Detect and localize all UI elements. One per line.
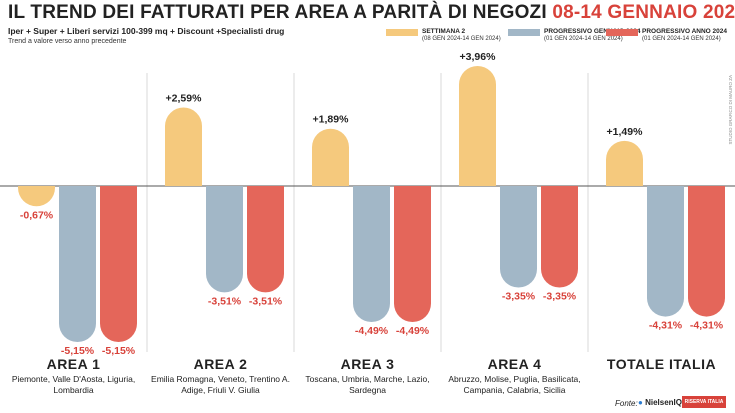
data-label-series3-3: -4,49%	[396, 325, 430, 337]
bar-series3-2	[247, 186, 284, 293]
area-label-1: AREA 1	[46, 356, 101, 372]
legend-label-settimana: SETTIMANA 2	[422, 28, 466, 35]
source-name: NielsenIQ	[645, 398, 682, 407]
data-label-series2-4: -3,35%	[502, 291, 536, 303]
area-regions-3: Toscana, Umbria, Marche, Lazio, Sardegna	[305, 374, 430, 395]
area-regions-4: Abruzzo, Molise, Puglia, Basilicata, Cam…	[448, 374, 581, 395]
data-label-series1-2: +2,59%	[166, 93, 203, 105]
bar-series1-2	[165, 107, 202, 186]
title-date: 08-14 GENNAIO 2024	[552, 2, 735, 23]
source-label: Fonte:	[615, 399, 638, 408]
bar-series1-5	[606, 140, 643, 186]
bar-series2-5	[647, 186, 684, 317]
bar-series2-2	[206, 186, 243, 293]
bar-series3-4	[541, 186, 578, 288]
area-label-4: AREA 4	[487, 356, 542, 372]
legend-swatch-gennaio	[508, 29, 540, 36]
data-label-series1-1: -0,67%	[20, 209, 54, 221]
legend-label-gennaio: PROGRESSIVO GENNAIO 2024	[544, 28, 641, 35]
bar-series3-1	[100, 186, 137, 343]
data-label-series2-2: -3,51%	[208, 295, 242, 307]
legend-sub-settimana: (08 GEN 2024-14 GEN 2024)	[422, 36, 501, 42]
bar-series1-3	[312, 128, 349, 186]
data-label-series2-5: -4,31%	[649, 320, 683, 332]
area-label-totale: TOTALE ITALIA	[606, 356, 717, 372]
legend-sub-anno: (01 GEN 2024-14 GEN 2024)	[642, 36, 721, 42]
bar-series2-3	[353, 186, 390, 323]
chart-title: IL TREND DEI FATTURATI PER AREA A PARITÀ…	[8, 2, 735, 24]
data-label-series3-5: -4,31%	[690, 320, 724, 332]
bar-series2-4	[500, 186, 537, 288]
data-label-series2-3: -4,49%	[355, 325, 389, 337]
data-label-series3-1: -5,15%	[102, 345, 136, 357]
bar-series3-5	[688, 186, 725, 317]
source-logo: ● NielsenIQ	[638, 398, 682, 407]
bar-series3-3	[394, 186, 431, 323]
legend-swatch-anno	[606, 29, 638, 36]
data-label-series2-1: -5,15%	[61, 345, 95, 357]
legend-swatch-settimana	[386, 29, 418, 36]
data-label-series1-4: +3,96%	[460, 51, 497, 63]
area-regions-2: Emilia Romagna, Veneto, Trentino A. Adig…	[151, 374, 290, 395]
chart-subtitle: Iper + Super + Liberi servizi 100-399 mq…	[8, 26, 285, 36]
data-label-series3-2: -3,51%	[249, 295, 283, 307]
data-label-series1-3: +1,89%	[313, 114, 350, 126]
bar-series2-1	[59, 186, 96, 343]
area-label-2: AREA 2	[193, 356, 248, 372]
source-logo-icon: ●	[638, 398, 643, 407]
title-main: IL TREND DEI FATTURATI PER AREA A PARITÀ…	[8, 2, 547, 23]
publisher-badge-text: RISERVA ITALIA	[684, 399, 724, 405]
data-label-series1-5: +1,49%	[607, 126, 644, 138]
bar-series1-4	[459, 66, 496, 186]
publisher-badge: RISERVA ITALIA	[682, 396, 726, 408]
legend-sub-gennaio: (01 GEN 2024-14 GEN 2024)	[544, 36, 623, 42]
area-regions-1: Piemonte, Valle D'Aosta, Liguria, Lombar…	[11, 374, 136, 395]
legend-label-anno: PROGRESSIVO ANNO 2024	[642, 28, 728, 35]
data-label-series3-4: -3,35%	[543, 291, 577, 303]
chart-subnote: Trend a valore verso anno precedente	[8, 38, 127, 45]
area-label-3: AREA 3	[340, 356, 395, 372]
bar-series1-1	[18, 186, 55, 207]
